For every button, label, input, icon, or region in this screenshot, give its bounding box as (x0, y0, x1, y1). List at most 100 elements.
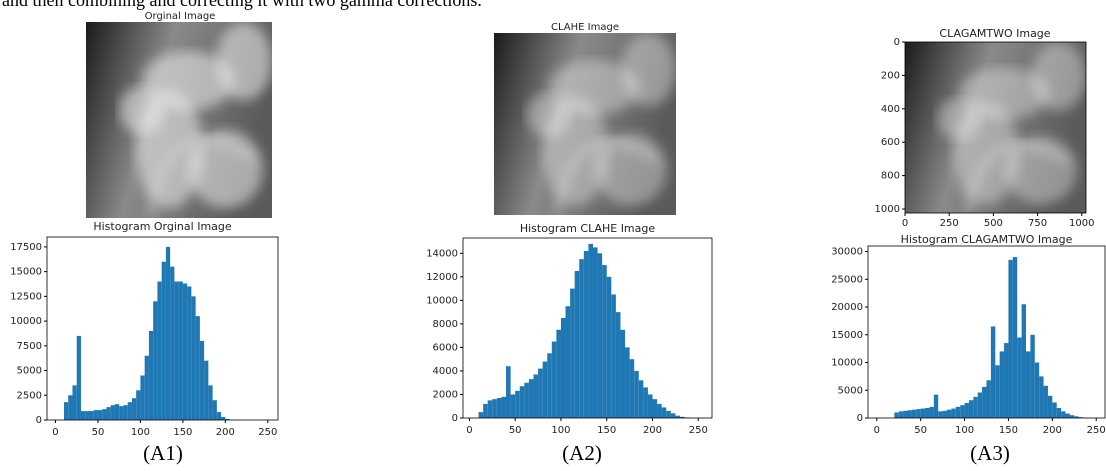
bar (102, 409, 107, 420)
y-tick-label: 2000 (433, 389, 458, 400)
bone-edge (965, 141, 1070, 213)
bar (106, 407, 111, 420)
bar (955, 406, 961, 418)
y-tick-label: 400 (881, 104, 900, 115)
bar (212, 400, 217, 420)
bar (182, 283, 188, 420)
x-tick-label: 150 (597, 425, 616, 436)
bar (515, 390, 520, 418)
bar (903, 410, 908, 418)
bar (114, 404, 120, 420)
bar (528, 379, 534, 418)
bar (907, 410, 912, 418)
bar (995, 365, 1000, 418)
bar (982, 386, 987, 418)
bar (588, 243, 593, 418)
bar (170, 266, 175, 420)
bar (933, 394, 939, 418)
chart-title: Histogram CLAGAMTWO Image (901, 233, 1073, 246)
bar (634, 370, 639, 418)
bar (657, 403, 662, 418)
bar (894, 412, 899, 418)
bone-shape (526, 93, 571, 137)
bar (225, 419, 230, 420)
bar (990, 326, 996, 418)
bar (1034, 362, 1040, 418)
bar (643, 387, 648, 418)
x-tick-label: 100 (551, 425, 570, 436)
bar (80, 411, 86, 420)
bar (647, 394, 653, 418)
y-tick-label: 200 (881, 70, 900, 81)
bar (199, 340, 205, 420)
x-tick-label: 100 (955, 425, 974, 436)
bar (1008, 259, 1013, 418)
bar (570, 288, 575, 418)
bar (1039, 376, 1044, 418)
bone-shape (119, 86, 165, 134)
bar (592, 247, 598, 418)
bar (986, 380, 991, 418)
bar (157, 281, 162, 420)
bar (574, 270, 580, 418)
x-tick-label: 250 (1087, 425, 1106, 436)
xray-image (905, 42, 1086, 213)
intro-text: and then combining and correcting it wit… (2, 0, 482, 10)
x-tick-label: 50 (914, 425, 927, 436)
y-tick-label: 17500 (10, 242, 42, 253)
y-tick-label: 10000 (10, 316, 42, 327)
bar (964, 403, 969, 418)
y-tick-label: 5000 (17, 366, 42, 377)
y-tick-label: 7500 (17, 341, 42, 352)
bar (492, 399, 497, 418)
bar (483, 403, 488, 418)
bar (178, 281, 183, 420)
bar (538, 368, 543, 418)
y-tick-label: 30000 (831, 247, 863, 258)
bar (208, 385, 213, 420)
bar (63, 402, 69, 420)
bar (97, 410, 103, 420)
y-tick-label: 20000 (831, 302, 863, 313)
y-tick-label: 10000 (426, 295, 458, 306)
caption: (A1) (143, 441, 183, 465)
bar (1047, 395, 1053, 418)
y-tick-label: 600 (881, 137, 900, 148)
y-tick-label: 12500 (10, 291, 42, 302)
y-tick-label: 0 (857, 413, 863, 424)
bar (191, 296, 196, 420)
bar (510, 394, 516, 418)
bar (620, 329, 626, 418)
bar (942, 410, 947, 418)
bar (1021, 304, 1026, 418)
bar (597, 253, 603, 418)
bar (579, 259, 584, 418)
bar (501, 396, 507, 418)
bone-shape (1031, 42, 1086, 111)
x-tick-label: 500 (984, 218, 1003, 229)
y-tick-label: 15000 (831, 330, 863, 341)
bone-shape (937, 98, 982, 140)
y-tick-label: 14000 (426, 248, 458, 259)
x-tick-label: 200 (643, 425, 662, 436)
axes-frame (462, 237, 713, 419)
x-tick-label: 150 (999, 425, 1018, 436)
y-tick-label: 0 (36, 415, 42, 426)
bar (1017, 337, 1022, 418)
bar (1061, 411, 1066, 418)
bar (583, 250, 589, 418)
bar (85, 411, 90, 420)
bar (675, 415, 680, 418)
y-tick-label: 12000 (426, 272, 458, 283)
bar (666, 410, 671, 418)
bar (140, 375, 145, 420)
caption: (A3) (970, 441, 1010, 465)
bar (519, 386, 525, 418)
bar (533, 374, 539, 418)
bar (999, 351, 1005, 418)
bar (161, 261, 166, 420)
bar (1065, 413, 1070, 418)
x-tick-label: 150 (173, 427, 192, 438)
x-tick-label: 0 (902, 218, 908, 229)
